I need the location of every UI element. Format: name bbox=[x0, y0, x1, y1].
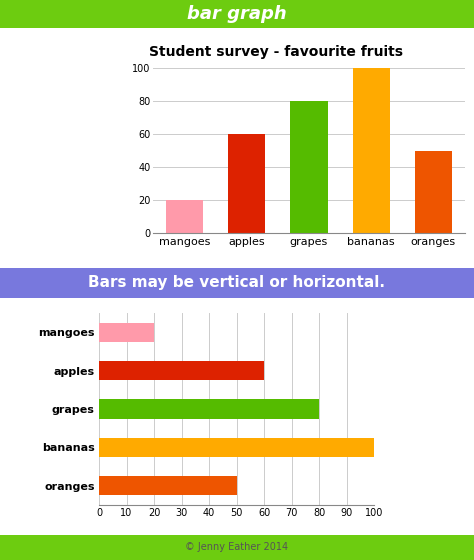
Text: bar graph: bar graph bbox=[187, 5, 287, 23]
Bar bbox=[290, 101, 328, 233]
Bar bbox=[99, 476, 237, 496]
Text: Student survey - favourite fruits: Student survey - favourite fruits bbox=[149, 45, 403, 59]
Bar bbox=[99, 438, 374, 457]
Bar bbox=[415, 151, 452, 233]
Text: Bars may be vertical or horizontal.: Bars may be vertical or horizontal. bbox=[89, 276, 385, 291]
Bar bbox=[99, 323, 154, 342]
Bar bbox=[99, 399, 319, 418]
Text: © Jenny Eather 2014: © Jenny Eather 2014 bbox=[185, 543, 289, 553]
Bar bbox=[99, 361, 264, 380]
Bar bbox=[353, 68, 390, 233]
Bar bbox=[228, 134, 265, 233]
Bar bbox=[166, 200, 203, 233]
